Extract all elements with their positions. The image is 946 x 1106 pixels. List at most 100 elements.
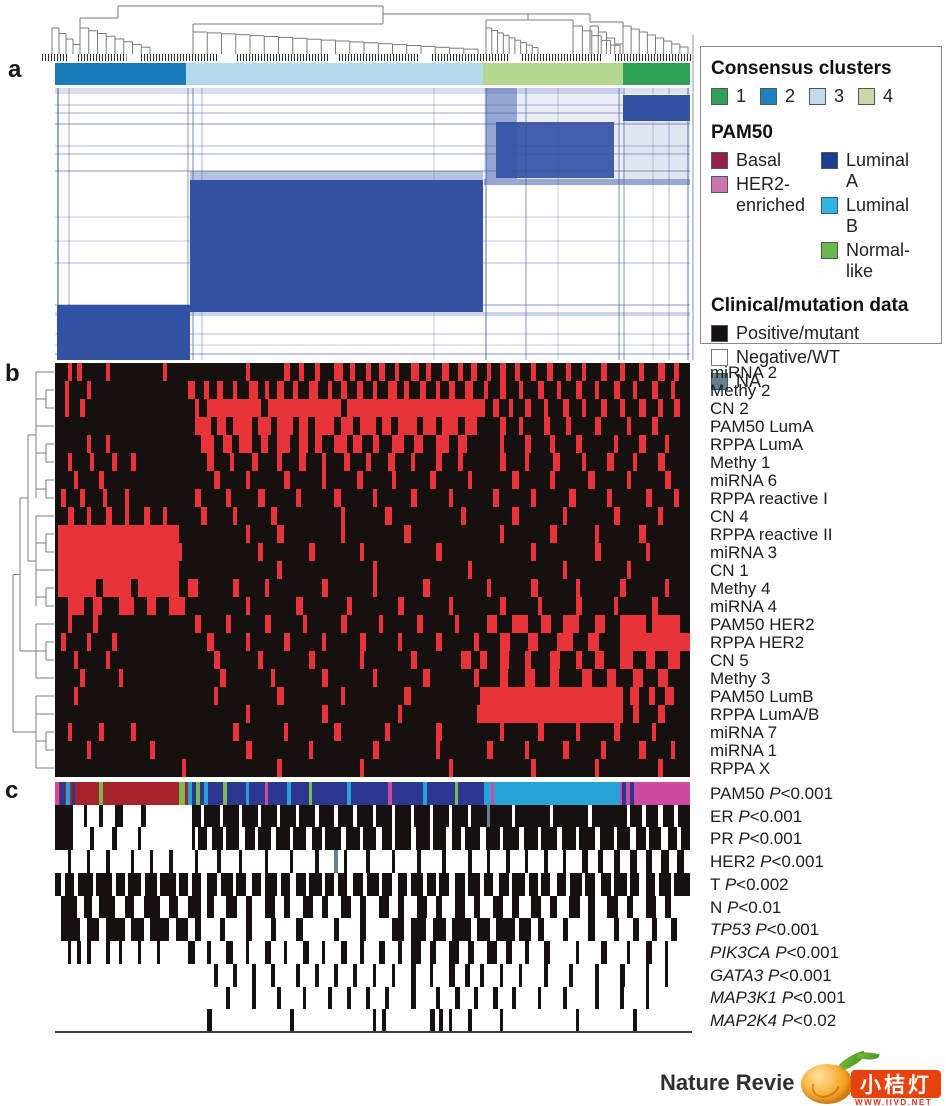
- consensus-hline: [55, 332, 690, 335]
- track-segment: [359, 895, 367, 919]
- clinical-track-row: [55, 804, 690, 828]
- track-segment: [429, 804, 433, 828]
- heatmap-red-segment: [607, 453, 614, 472]
- heatmap-red-segment: [547, 363, 554, 382]
- consensus-block: [56, 305, 190, 360]
- track-segment: [588, 895, 595, 919]
- heatmap-red-segment: [575, 435, 583, 454]
- heatmap-red-segment: [80, 399, 85, 418]
- track-segment: [372, 804, 376, 828]
- heatmap-red-segment: [658, 759, 663, 777]
- track-segment: [118, 941, 123, 965]
- heatmap-red-segment: [143, 507, 151, 526]
- track-segment: [61, 918, 81, 942]
- heatmap-red-segment: [499, 363, 506, 382]
- legend-pam50-title: PAM50: [711, 122, 773, 143]
- heatmap-red-segment: [124, 507, 130, 526]
- legend-pam50-col1: Basal HER2-enriched: [711, 150, 815, 285]
- heatmap-row: [55, 417, 690, 436]
- clinical-track-row: [55, 827, 690, 851]
- heatmap-red-segment: [61, 489, 66, 508]
- panel-label-c: c: [5, 777, 19, 804]
- heatmap-row: [55, 669, 690, 688]
- track-segment: [537, 872, 541, 897]
- track-segment: [645, 963, 650, 988]
- heatmap-red-segment: [245, 363, 250, 382]
- row-label: RPPA reactive I: [710, 489, 828, 508]
- watermark-name: 小桔灯: [851, 1070, 941, 1098]
- track-segment: [362, 872, 367, 897]
- track-segment: [99, 895, 116, 919]
- heatmap-red-segment: [226, 489, 231, 508]
- heatmap-red-segment: [639, 525, 646, 544]
- heatmap-red-segment: [594, 525, 600, 544]
- heatmap-red-segment: [429, 471, 436, 490]
- heatmap-red-segment: [404, 525, 411, 544]
- heatmap-red-segment: [359, 759, 365, 777]
- heatmap-red-segment: [512, 507, 519, 526]
- track-segment: [480, 963, 485, 988]
- heatmap-red-segment: [499, 525, 504, 544]
- heatmap-red-segment: [245, 633, 250, 652]
- legend-item-label: Positive/mutant: [736, 323, 860, 343]
- heatmap-red-segment: [436, 741, 441, 760]
- heatmap-red-segment: [512, 615, 529, 634]
- heatmap-red-segment: [575, 579, 581, 598]
- heatmap-red-segment: [537, 723, 544, 742]
- heatmap-row: [55, 471, 690, 490]
- track-segment: [391, 827, 395, 851]
- heatmap-red-segment: [131, 453, 136, 472]
- heatmap-red-segment: [293, 381, 298, 400]
- legend-swatch-icon: [711, 373, 728, 390]
- track-segment: [518, 963, 523, 988]
- heatmap-red-segment: [347, 597, 352, 616]
- heatmap-red-segment: [340, 525, 346, 544]
- track-segment: [340, 941, 348, 965]
- track-segment: [410, 827, 416, 851]
- legend-item: Negative/WT: [711, 347, 931, 368]
- heatmap-red-segment: [216, 417, 226, 436]
- track-segment: [518, 827, 524, 851]
- heatmap-red-segment: [270, 669, 276, 688]
- legend-item: Luminal B: [821, 195, 925, 237]
- legend-item-label: 4: [883, 86, 894, 106]
- track-segment: [74, 872, 78, 897]
- track-segment: [289, 1009, 294, 1032]
- watermark-logo: 小桔灯 WWW.IIVD.NET: [795, 1048, 946, 1106]
- track-segment: [353, 963, 358, 988]
- track-segment: [645, 827, 650, 851]
- track-segment: [191, 782, 484, 806]
- heatmap-row: [55, 687, 690, 706]
- heatmap-red-segment: [213, 651, 221, 670]
- heatmap-red-segment: [277, 417, 294, 436]
- track-segment: [550, 804, 554, 828]
- heatmap-red-segment: [378, 615, 384, 634]
- heatmap-red-segment: [359, 633, 367, 652]
- heatmap-red-segment: [131, 723, 136, 742]
- track-segment: [105, 850, 110, 874]
- track-segment: [670, 872, 675, 897]
- heatmap-red-segment: [575, 381, 583, 400]
- heatmap-red-segment: [664, 687, 675, 706]
- track-segment: [439, 1009, 443, 1032]
- track-segment: [86, 918, 100, 942]
- heatmap-red-segment: [594, 543, 602, 562]
- heatmap-red-segment: [639, 741, 646, 760]
- heatmap-red-segment: [391, 471, 396, 490]
- track-segment: [188, 895, 202, 919]
- heatmap-red-segment: [651, 381, 659, 400]
- heatmap-red-segment: [556, 633, 573, 652]
- track-segment: [626, 941, 631, 965]
- track-segment: [429, 827, 433, 851]
- heatmap-red-segment: [670, 381, 676, 400]
- consensus-cluster-bar: [55, 63, 690, 85]
- consensus-hline: [55, 262, 690, 265]
- row-label: RPPA LumA: [710, 435, 804, 454]
- heatmap-red-segment: [299, 435, 309, 454]
- heatmap-red-segment: [499, 381, 506, 400]
- heatmap-red-segment: [518, 417, 523, 436]
- consensus-hline: [55, 122, 690, 125]
- row-label: Methy 1: [710, 453, 771, 472]
- legend-item-label: Basal: [736, 150, 782, 170]
- legend-clinical-title: Clinical/mutation data: [711, 295, 909, 316]
